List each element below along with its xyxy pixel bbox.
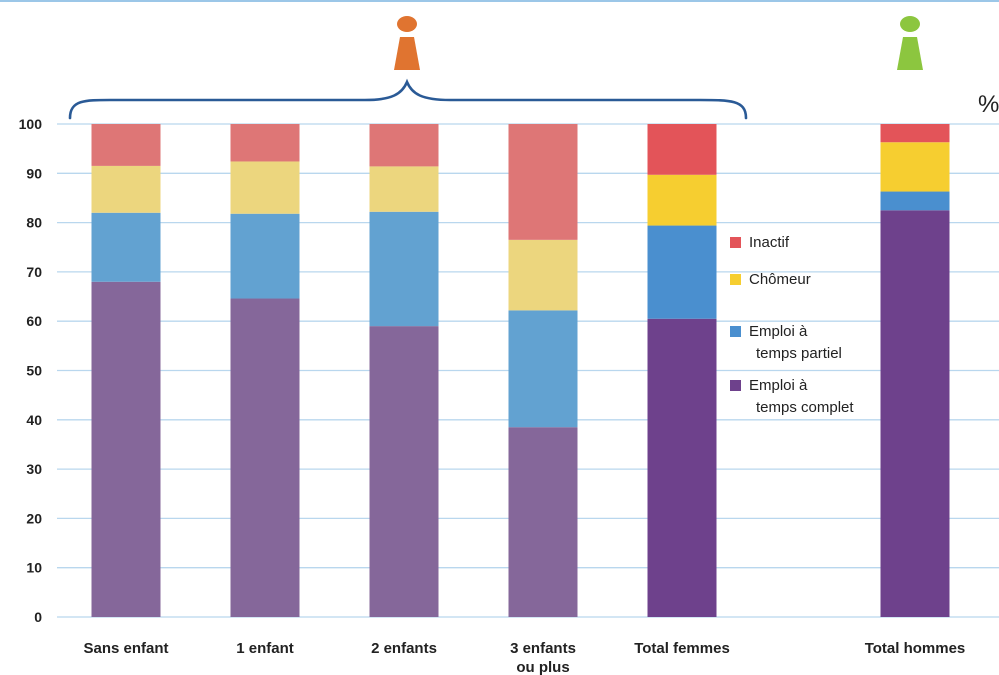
bar-segment bbox=[647, 124, 717, 175]
legend-label: Inactif bbox=[749, 234, 790, 251]
bar-segment bbox=[91, 124, 161, 166]
x-tick-label: 3 enfants bbox=[510, 640, 576, 657]
male-figure-icon bbox=[897, 16, 923, 70]
bar-segment bbox=[230, 124, 300, 162]
y-tick-label: 80 bbox=[26, 215, 42, 231]
y-tick-label: 60 bbox=[26, 313, 42, 329]
female-figure-icon bbox=[394, 16, 420, 70]
unit-label: % bbox=[978, 91, 999, 118]
bar-segment bbox=[230, 213, 300, 299]
bar-segment bbox=[91, 212, 161, 282]
legend-swatch bbox=[730, 380, 741, 391]
bar-segment bbox=[91, 281, 161, 617]
y-tick-label: 100 bbox=[19, 116, 43, 132]
bar-segment bbox=[647, 225, 717, 319]
legend-label: Chômeur bbox=[749, 271, 811, 288]
legend-label: Emploi à bbox=[749, 323, 808, 340]
y-tick-label: 20 bbox=[26, 510, 42, 526]
legend-swatch bbox=[730, 326, 741, 337]
legend-item: Inactif bbox=[730, 234, 790, 251]
bar-segment bbox=[508, 124, 578, 240]
bar-segment bbox=[880, 210, 950, 617]
top-rule bbox=[0, 0, 999, 2]
bar-segment bbox=[369, 326, 439, 617]
bar-segment bbox=[508, 427, 578, 617]
bar-segment bbox=[91, 165, 161, 213]
bar-segment bbox=[230, 161, 300, 214]
x-tick-label: Total hommes bbox=[865, 640, 966, 657]
bar-segment bbox=[508, 239, 578, 311]
x-tick-label: Total femmes bbox=[634, 640, 730, 657]
bars bbox=[91, 124, 950, 617]
bar-segment bbox=[647, 174, 717, 226]
y-tick-label: 90 bbox=[26, 165, 42, 181]
bar-segment bbox=[880, 142, 950, 192]
bar-segment bbox=[369, 211, 439, 327]
bar-segment bbox=[230, 298, 300, 617]
x-tick-label: 1 enfant bbox=[236, 640, 294, 657]
bar-segment bbox=[508, 310, 578, 428]
legend-item: Chômeur bbox=[730, 271, 811, 288]
x-tick-label: Sans enfant bbox=[83, 640, 168, 657]
legend-label: temps partiel bbox=[756, 345, 842, 362]
y-tick-label: 0 bbox=[34, 609, 42, 625]
legend-label: Emploi à bbox=[749, 377, 808, 394]
x-tick-label: ou plus bbox=[516, 659, 569, 675]
legend-swatch bbox=[730, 237, 741, 248]
legend-swatch bbox=[730, 274, 741, 285]
bar-segment bbox=[369, 124, 439, 167]
y-tick-label: 10 bbox=[26, 560, 42, 576]
legend-label: temps complet bbox=[756, 399, 854, 416]
x-axis-labels: Sans enfant 1 enfant 2 enfants 3 enfants ou … bbox=[83, 640, 965, 675]
y-tick-label: 50 bbox=[26, 363, 42, 379]
bar-segment bbox=[880, 191, 950, 211]
y-tick-label: 70 bbox=[26, 264, 42, 280]
figure-icons bbox=[68, 16, 923, 120]
y-tick-label: 30 bbox=[26, 461, 42, 477]
bar-segment bbox=[880, 124, 950, 143]
y-axis-ticks: 0 10 20 30 40 50 60 70 80 90 100 bbox=[19, 116, 43, 625]
bar-segment bbox=[369, 166, 439, 212]
legend-item: Emploi à temps complet bbox=[730, 377, 854, 416]
x-tick-label: 2 enfants bbox=[371, 640, 437, 657]
y-tick-label: 40 bbox=[26, 412, 42, 428]
bar-segment bbox=[647, 318, 717, 617]
legend-item: Emploi à temps partiel bbox=[730, 323, 842, 362]
women-bracket bbox=[68, 78, 748, 120]
